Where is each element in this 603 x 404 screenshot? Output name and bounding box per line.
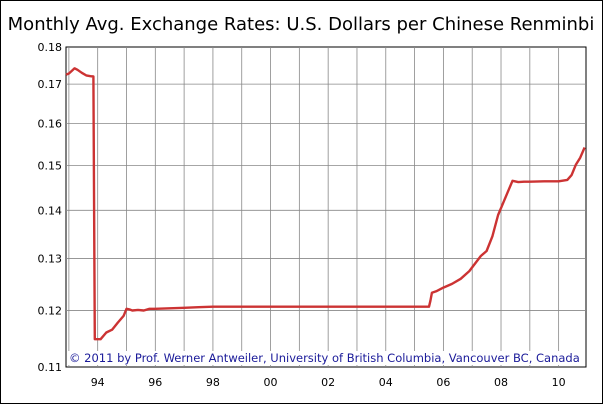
y-tick-label: 0.18 xyxy=(38,41,63,54)
grid-lines xyxy=(66,47,586,367)
x-tick-label: 10 xyxy=(552,376,566,389)
x-tick-label: 02 xyxy=(321,376,335,389)
x-tick-label: 04 xyxy=(379,376,393,389)
y-tick-labels: 0.11 0.12 0.13 0.14 0.15 0.16 0.17 0.18 xyxy=(38,41,63,374)
x-tick-label: 08 xyxy=(494,376,508,389)
x-tick-label: 94 xyxy=(91,376,105,389)
x-tick-label: 98 xyxy=(206,376,220,389)
y-tick-label: 0.14 xyxy=(38,204,63,217)
y-tick-label: 0.12 xyxy=(38,304,63,317)
y-tick-label: 0.16 xyxy=(38,118,63,131)
x-tick-label: 06 xyxy=(436,376,450,389)
credit-text: © 2011 by Prof. Werner Antweiler, Univer… xyxy=(69,351,580,365)
y-tick-label: 0.15 xyxy=(38,159,63,172)
series-group xyxy=(65,67,586,341)
y-tick-label: 0.11 xyxy=(38,361,63,374)
y-tick-label: 0.17 xyxy=(38,78,63,91)
x-tick-labels: 94 96 98 00 02 04 06 08 10 xyxy=(91,376,566,389)
y-tick-label: 0.13 xyxy=(38,252,63,265)
credit-background xyxy=(67,351,582,365)
x-tick-label: 00 xyxy=(264,376,278,389)
exchange-rate-line xyxy=(65,67,586,341)
plot-area xyxy=(65,46,587,368)
x-tick-label: 96 xyxy=(148,376,162,389)
chart-title: Monthly Avg. Exchange Rates: U.S. Dollar… xyxy=(7,14,595,35)
